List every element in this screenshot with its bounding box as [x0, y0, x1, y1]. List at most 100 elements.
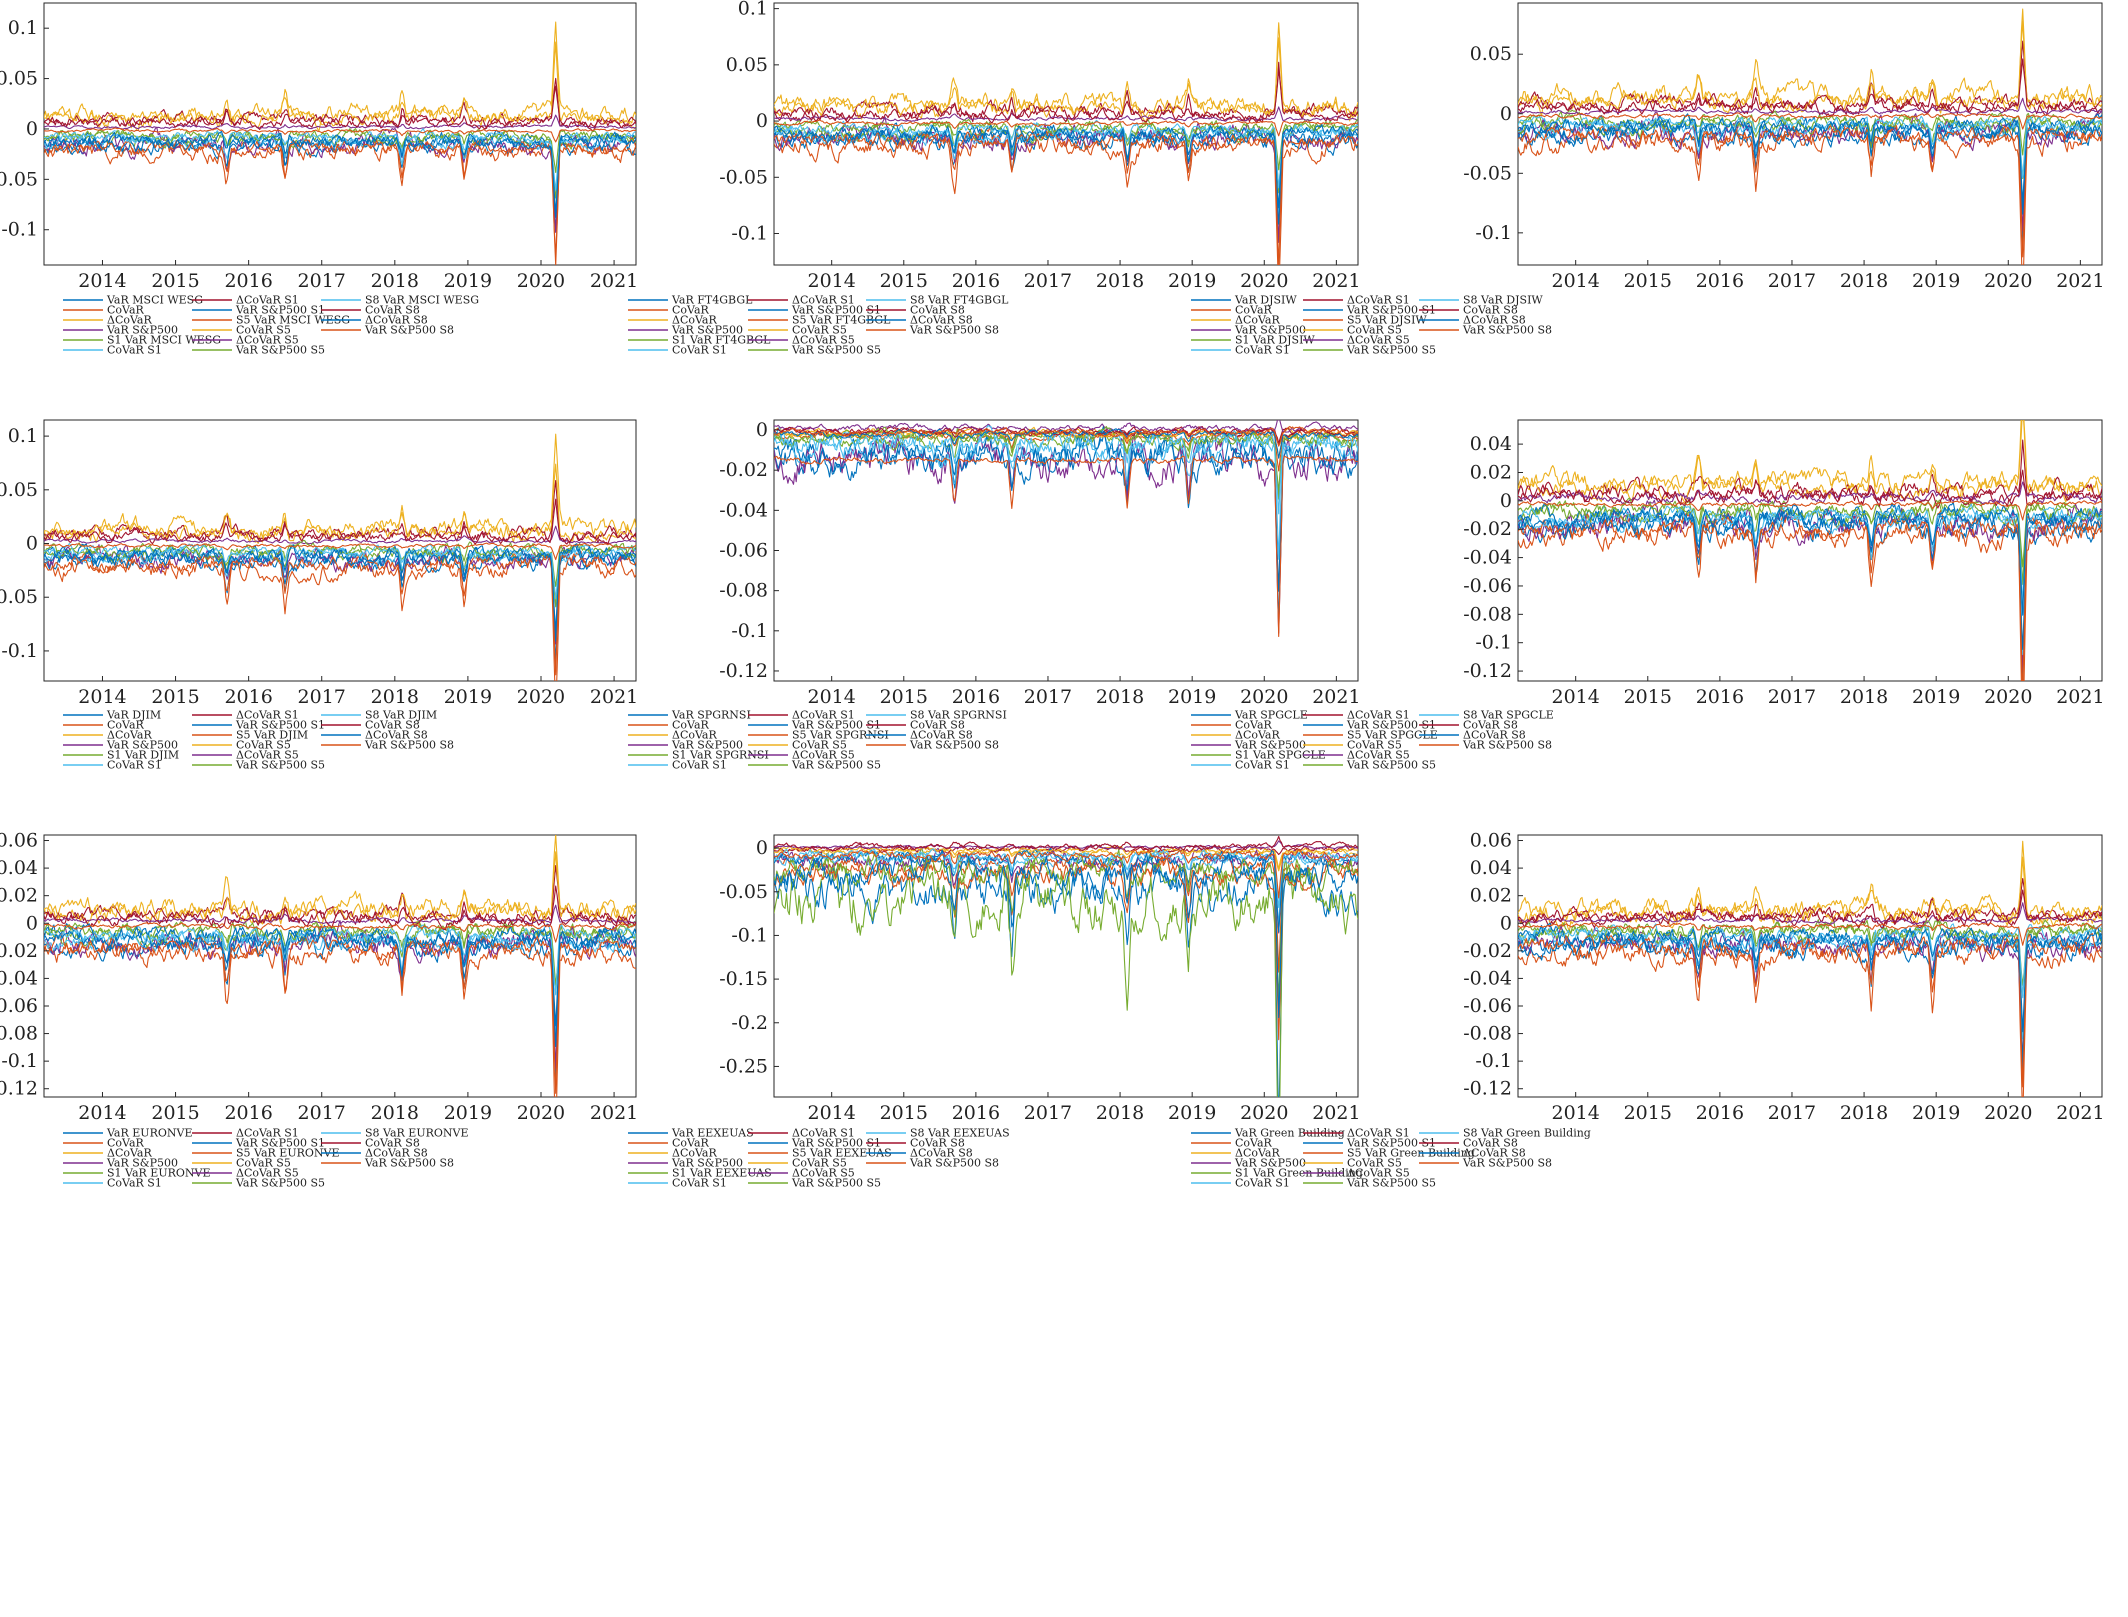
series-line — [1518, 439, 2102, 508]
x-tick-label: 2019 — [1168, 270, 1216, 292]
y-tick-label: 0.1 — [8, 425, 38, 447]
series-line — [1518, 501, 2102, 616]
line-chart: 2014 2015 2016 2017 2018 2019 2020 2021 0.04 0.02… — [1191, 419, 2105, 772]
y-tick-label: -0.1 — [1475, 222, 1512, 244]
legend-label: VaR FT4GBGL — [671, 294, 753, 307]
y-tick-label: 0.05 — [726, 54, 768, 76]
legend-label: VaR S&P500 S8 — [1462, 739, 1552, 752]
legend-label: VaR Green Building — [1234, 1127, 1345, 1140]
legend-label: CoVaR S1 — [672, 759, 727, 772]
legend-label: ΔCoVaR — [107, 1147, 152, 1160]
y-tick-label: -0.05 — [0, 168, 38, 190]
x-tick-label: 2016 — [1696, 270, 1744, 292]
y-tick-label: -0.02 — [1463, 940, 1512, 962]
x-tick-label: 2015 — [880, 270, 928, 292]
legend-label: ΔCoVaR S1 — [1347, 294, 1410, 307]
legend-label: CoVaR S1 — [672, 1177, 727, 1190]
legend-label: ΔCoVaR — [1235, 1147, 1280, 1160]
y-tick-label: -0.06 — [0, 995, 38, 1017]
legend-label: VaR S&P500 S8 — [909, 1157, 999, 1170]
legend-label: CoVaR — [107, 1137, 145, 1150]
axes-box — [43, 834, 637, 1098]
x-tick-label: 2018 — [1840, 1102, 1888, 1124]
legend-label: S5 VaR Green Building — [1347, 1147, 1475, 1160]
x-tick-label: 2018 — [371, 686, 419, 708]
y-tick-label: 0.02 — [0, 885, 38, 907]
legend-label: ΔCoVaR S1 — [792, 1127, 855, 1140]
legend-label: VaR S&P500 S8 — [364, 324, 454, 337]
legend-label: VaR S&P500 — [1234, 739, 1306, 752]
x-tick-label: 2017 — [298, 686, 346, 708]
y-tick-label: 0.05 — [0, 479, 38, 501]
x-tick-label: 2018 — [1096, 270, 1144, 292]
legend-label: S8 VaR EURONVE — [365, 1127, 469, 1140]
series-line — [44, 885, 636, 931]
legend-label: ΔCoVaR S5 — [1347, 1167, 1410, 1180]
x-tick-label: 2016 — [224, 1102, 272, 1124]
series-line — [774, 851, 1358, 973]
legend-label: VaR EEXEUAS — [671, 1127, 754, 1140]
legend-label: CoVaR — [672, 1137, 710, 1150]
legend-label: VaR EURONVE — [106, 1127, 192, 1140]
x-tick-label: 2016 — [952, 686, 1000, 708]
x-tick-label: 2018 — [371, 270, 419, 292]
legend-label: CoVaR S5 — [792, 1157, 847, 1170]
series-line — [44, 433, 636, 544]
chart-panel: 2014 2015 2016 2017 2018 2019 2020 2021 0.1 0.05 0… — [0, 0, 720, 410]
legend-label: ΔCoVaR — [672, 1147, 717, 1160]
chart-panel: 2014 2015 2016 2017 2018 2019 2020 2021 0.06 0.04… — [1191, 827, 2128, 1237]
legend-label: S1 VaR EURONVE — [107, 1167, 211, 1180]
legend-label: ΔCoVaR S5 — [792, 749, 855, 762]
chart-panel: 2014 2015 2016 2017 2018 2019 2020 2021 0.05 0 -0.… — [1191, 0, 2128, 410]
x-tick-label: 2019 — [444, 1102, 492, 1124]
legend-label: CoVaR S1 — [107, 344, 162, 357]
series-line — [1518, 503, 2102, 604]
legend-label: ΔCoVaR S8 — [365, 314, 428, 327]
legend-label: ΔCoVaR S8 — [1463, 314, 1526, 327]
y-tick-label: 0 — [1500, 103, 1512, 125]
y-tick-label: -0.04 — [719, 499, 768, 521]
x-tick-label: 2019 — [1168, 1102, 1216, 1124]
y-tick-label: 0.06 — [1470, 830, 1512, 852]
y-tick-label: -0.12 — [1463, 1078, 1512, 1100]
legend-label: VaR S&P500 — [106, 1157, 178, 1170]
legend-label: CoVaR — [1235, 1137, 1273, 1150]
x-tick-label: 2019 — [1912, 686, 1960, 708]
x-tick-label: 2016 — [224, 686, 272, 708]
series-line — [44, 552, 636, 676]
y-tick-label: 0.02 — [1470, 461, 1512, 483]
legend-label: S8 VaR Green Building — [1463, 1127, 1591, 1140]
series-line — [774, 426, 1358, 560]
x-tick-label: 2014 — [1551, 686, 1599, 708]
series-line — [774, 849, 1358, 1019]
legend-label: S1 VaR FT4GBGL — [672, 334, 771, 347]
x-tick-label: 2018 — [1840, 270, 1888, 292]
line-chart: 2014 2015 2016 2017 2018 2019 2020 2021 0.06 0.04… — [0, 830, 638, 1190]
x-tick-label: 2021 — [1312, 270, 1360, 292]
series-line — [44, 498, 636, 545]
series-line — [44, 128, 636, 173]
y-tick-label: 0 — [1500, 490, 1512, 512]
legend-label: S5 VaR SPGCLE — [1347, 729, 1438, 742]
legend-label: VaR S&P500 S8 — [1462, 1157, 1552, 1170]
legend-label: ΔCoVaR — [1235, 729, 1280, 742]
y-tick-label: -0.06 — [1463, 575, 1512, 597]
legend-label: CoVaR — [107, 304, 145, 317]
x-tick-label: 2020 — [1984, 270, 2032, 292]
axes-box — [773, 2, 1359, 266]
series-line — [44, 137, 636, 257]
x-tick-label: 2021 — [590, 686, 638, 708]
x-tick-label: 2021 — [1312, 686, 1360, 708]
y-tick-label: -0.08 — [1463, 603, 1512, 625]
y-tick-label: -0.02 — [719, 459, 768, 481]
x-tick-label: 2016 — [224, 270, 272, 292]
series-line — [44, 544, 636, 645]
legend-label: CoVaR S5 — [792, 324, 847, 337]
legend-label: S8 VaR SPGRNSI — [910, 709, 1007, 722]
axes-box — [1517, 419, 2103, 682]
y-tick-label: 0 — [26, 533, 38, 555]
y-tick-label: -0.08 — [1463, 1023, 1512, 1045]
